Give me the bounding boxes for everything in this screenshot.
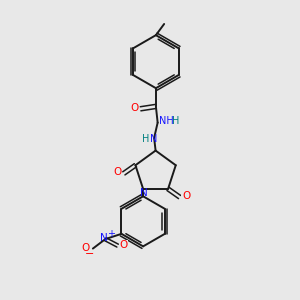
Text: H: H — [172, 116, 180, 126]
Text: N: N — [150, 134, 157, 144]
Text: −: − — [85, 250, 94, 260]
Text: O: O — [113, 167, 122, 177]
Text: NH: NH — [158, 116, 173, 126]
Text: O: O — [82, 243, 90, 253]
Text: O: O — [130, 103, 139, 113]
Text: O: O — [182, 191, 190, 201]
Text: N: N — [140, 188, 148, 198]
Text: H: H — [142, 134, 150, 144]
Text: O: O — [119, 240, 128, 250]
Text: N: N — [100, 233, 108, 243]
Text: +: + — [107, 229, 115, 239]
